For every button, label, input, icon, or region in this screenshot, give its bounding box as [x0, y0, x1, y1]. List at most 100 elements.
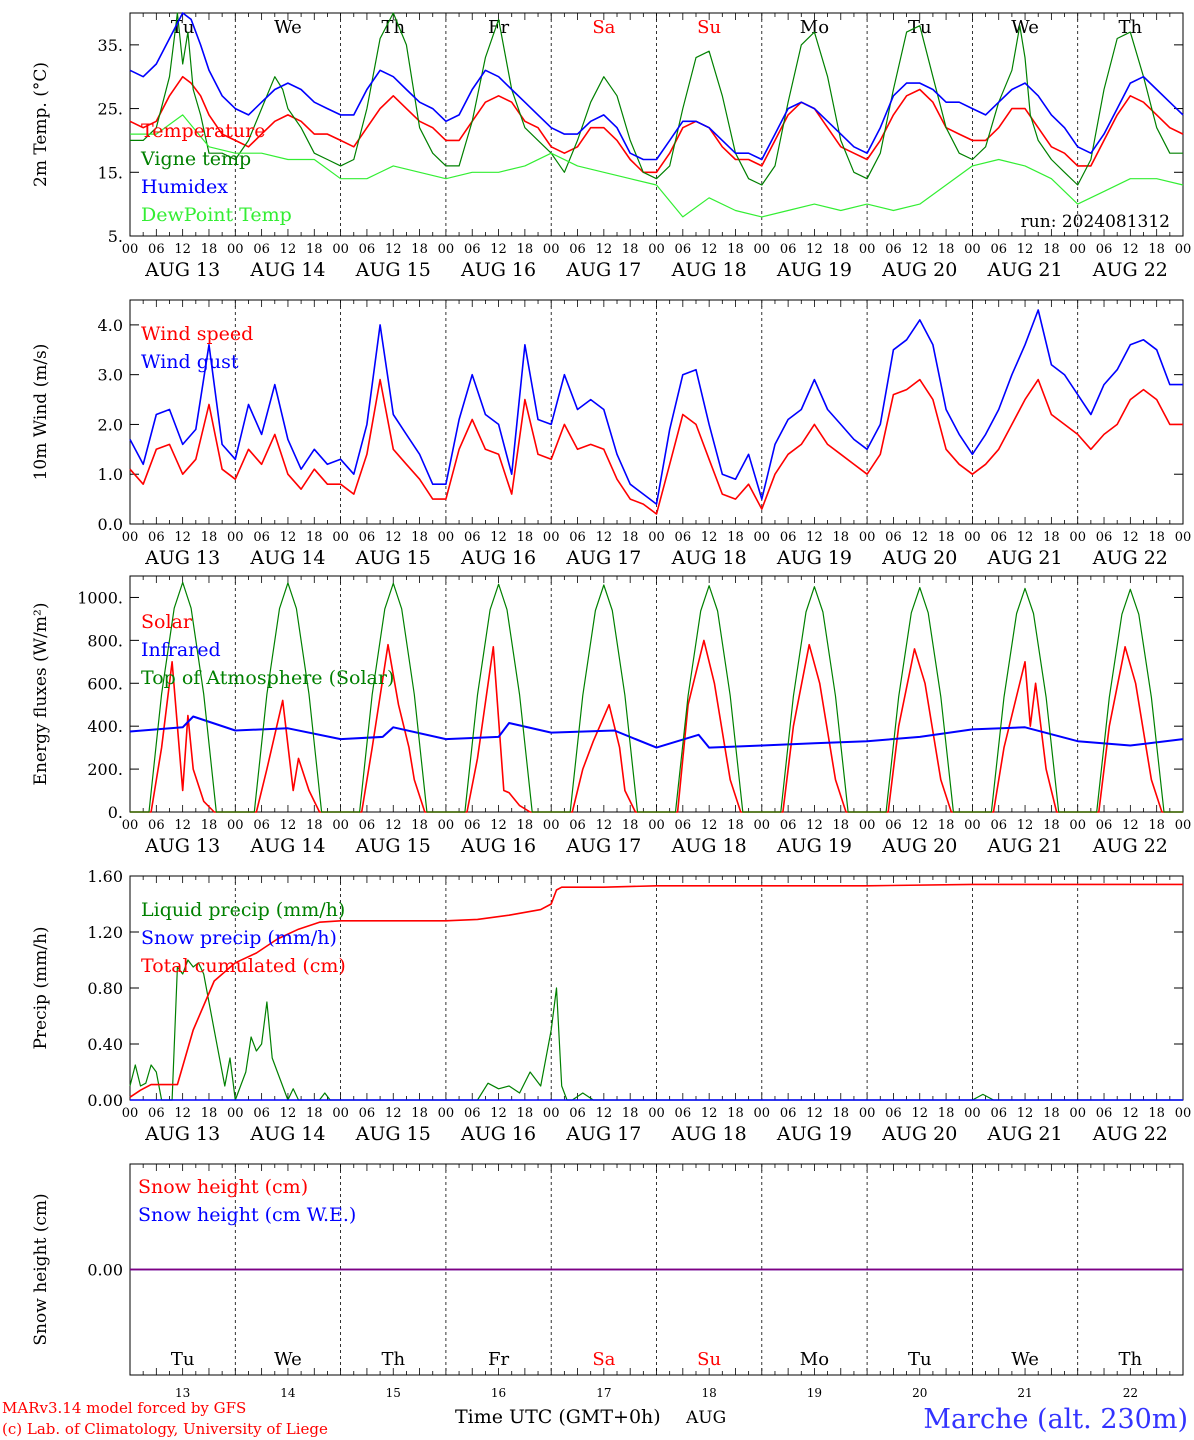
date-label: AUG 16 — [460, 1123, 536, 1145]
weekday-label: Fr — [488, 1349, 509, 1370]
hour-tick-label: 06 — [148, 1106, 165, 1121]
hour-tick-label: 18 — [833, 818, 850, 833]
series-liquid-precip-mm-h — [129, 959, 1183, 1101]
legend-entry: Snow precip (mm/h) — [141, 927, 337, 949]
hour-tick-label: 00 — [859, 242, 876, 257]
x-axis-month: AUG — [685, 1408, 726, 1428]
date-label: AUG 19 — [776, 547, 852, 569]
hour-tick-label: 00 — [438, 818, 455, 833]
day-number-label: 18 — [702, 1386, 717, 1400]
date-label: AUG 14 — [249, 259, 325, 281]
weekday-label: We — [1011, 17, 1039, 38]
hour-tick-label: 00 — [227, 242, 244, 257]
legend-entry: Snow height (cm) — [138, 1176, 308, 1198]
y-tick-label: 4.0 — [98, 316, 123, 335]
hour-tick-label: 00 — [543, 530, 560, 545]
y-axis-title: 10m Wind (m/s) — [31, 344, 51, 481]
hour-tick-label: 00 — [859, 1106, 876, 1121]
weekday-label: Su — [697, 1349, 721, 1370]
date-label: AUG 19 — [776, 835, 852, 857]
date-label: AUG 15 — [355, 1123, 431, 1145]
series-wind-speed — [129, 378, 1183, 515]
hour-tick-label: 00 — [122, 242, 139, 257]
day-number-label: 20 — [912, 1386, 927, 1400]
hour-tick-label: 06 — [675, 242, 692, 257]
hour-tick-label: 06 — [990, 242, 1007, 257]
date-label: AUG 19 — [776, 259, 852, 281]
hour-tick-label: 12 — [1122, 818, 1139, 833]
hour-tick-label: 00 — [543, 1106, 560, 1121]
hour-tick-label: 18 — [833, 1106, 850, 1121]
hour-tick-label: 18 — [306, 818, 323, 833]
hour-tick-label: 12 — [806, 818, 823, 833]
hour-tick-label: 12 — [385, 530, 402, 545]
hour-tick-label: 18 — [727, 242, 744, 257]
hour-tick-label: 18 — [306, 1106, 323, 1121]
hour-tick-label: 18 — [622, 1106, 639, 1121]
hour-tick-label: 18 — [1043, 818, 1060, 833]
hour-tick-label: 18 — [1043, 1106, 1060, 1121]
hour-tick-label: 00 — [859, 818, 876, 833]
date-label: AUG 21 — [986, 1123, 1062, 1145]
hour-tick-label: 12 — [701, 1106, 718, 1121]
hour-tick-label: 18 — [727, 530, 744, 545]
series-top-of-atmosphere-solar — [130, 581, 1183, 813]
hour-tick-label: 18 — [1148, 1106, 1165, 1121]
day-number-label: 22 — [1123, 1386, 1138, 1400]
date-label: AUG 22 — [1092, 259, 1168, 281]
hour-tick-label: 18 — [622, 818, 639, 833]
hour-tick-label: 06 — [1096, 1106, 1113, 1121]
date-label: AUG 14 — [249, 1123, 325, 1145]
hour-tick-label: 12 — [911, 530, 928, 545]
y-axis-title: Energy fluxes (W/m²) — [31, 603, 51, 786]
date-label: AUG 21 — [986, 259, 1062, 281]
hour-tick-label: 06 — [148, 242, 165, 257]
hour-tick-label: 06 — [1096, 818, 1113, 833]
hour-tick-label: 06 — [569, 818, 586, 833]
hour-tick-label: 06 — [148, 530, 165, 545]
hour-tick-label: 06 — [253, 1106, 270, 1121]
date-label: AUG 22 — [1092, 835, 1168, 857]
hour-tick-label: 06 — [253, 242, 270, 257]
series-infrared — [129, 715, 1184, 749]
series-total-cumulated-cm — [129, 883, 1183, 1098]
hour-tick-label: 12 — [701, 818, 718, 833]
hour-tick-label: 12 — [911, 1106, 928, 1121]
hour-tick-label: 00 — [122, 1106, 139, 1121]
hour-tick-label: 18 — [201, 1106, 218, 1121]
hour-tick-label: 06 — [464, 818, 481, 833]
hour-tick-label: 00 — [332, 530, 349, 545]
hour-tick-label: 00 — [1069, 818, 1086, 833]
legend-entry: Top of Atmosphere (Solar) — [141, 667, 394, 689]
legend-entry: Temperature — [141, 120, 265, 142]
day-number-label: 13 — [175, 1386, 190, 1400]
panel-4: 0.00 0.40 0.80 1.20 1.60 Precip (mm/h) 00 06 12 1… — [31, 867, 1191, 1145]
panel-3: 0. 200. 400. 600. 800. 1000. Energy fluxes (W/… — [31, 575, 1192, 857]
hour-tick-label: 06 — [253, 530, 270, 545]
hour-tick-label: 06 — [569, 530, 586, 545]
hour-tick-label: 12 — [1017, 1106, 1034, 1121]
hour-tick-label: 12 — [1017, 242, 1034, 257]
hour-tick-label: 12 — [806, 1106, 823, 1121]
hour-tick-label: 12 — [490, 818, 507, 833]
legend-entry: DewPoint Temp — [141, 204, 292, 226]
hour-tick-label: 18 — [1043, 530, 1060, 545]
hour-tick-label: 06 — [359, 242, 376, 257]
hour-tick-label: 00 — [1175, 818, 1192, 833]
lab-credit: (c) Lab. of Climatology, University of L… — [2, 1420, 328, 1438]
hour-tick-label: 00 — [1069, 530, 1086, 545]
legend-entry: Vigne temp — [140, 148, 251, 170]
plot-frame — [129, 299, 1184, 525]
hour-tick-label: 12 — [280, 818, 297, 833]
legend-entry: Snow height (cm W.E.) — [138, 1204, 356, 1226]
hour-tick-label: 12 — [806, 242, 823, 257]
hour-tick-label: 18 — [411, 242, 428, 257]
hour-tick-label: 18 — [517, 242, 534, 257]
hour-tick-label: 12 — [280, 530, 297, 545]
hour-tick-label: 12 — [596, 818, 613, 833]
hour-tick-label: 06 — [148, 818, 165, 833]
hour-tick-label: 00 — [227, 530, 244, 545]
hour-tick-label: 12 — [174, 242, 191, 257]
hour-tick-label: 06 — [359, 1106, 376, 1121]
y-tick-label: 400. — [87, 717, 123, 736]
